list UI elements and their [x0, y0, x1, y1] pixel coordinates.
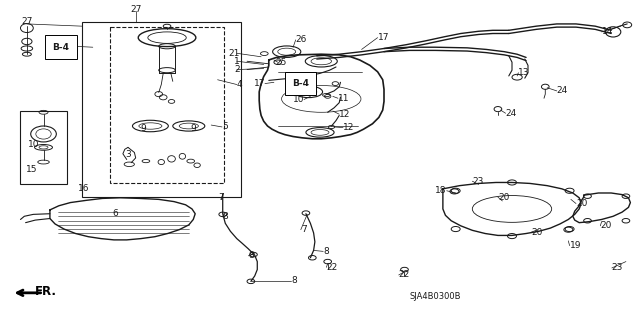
Text: 8: 8	[223, 212, 228, 221]
Text: 20: 20	[576, 199, 588, 208]
Text: 1: 1	[234, 57, 240, 66]
Text: 9: 9	[303, 84, 308, 93]
Bar	[110, 27, 224, 183]
Text: 27: 27	[21, 17, 33, 26]
Bar	[20, 111, 67, 184]
Text: B-4: B-4	[292, 79, 309, 88]
Text: 25: 25	[275, 58, 287, 67]
Text: 14: 14	[602, 27, 613, 36]
Text: 18: 18	[435, 186, 447, 195]
Text: 6: 6	[113, 209, 118, 218]
Text: 17: 17	[253, 79, 265, 88]
Text: FR.: FR.	[35, 285, 57, 298]
Text: 12: 12	[339, 110, 351, 119]
Bar	[82, 22, 241, 197]
Text: 22: 22	[326, 263, 338, 272]
Text: 26: 26	[296, 35, 307, 44]
Text: 24: 24	[506, 109, 517, 118]
Text: 24: 24	[557, 86, 568, 95]
Text: 7: 7	[301, 225, 307, 234]
Text: 8: 8	[291, 276, 297, 285]
Text: 20: 20	[531, 228, 543, 237]
Text: 2: 2	[234, 65, 240, 74]
Text: 12: 12	[343, 123, 355, 132]
Text: 20: 20	[498, 193, 509, 202]
Text: SJA4B0300B: SJA4B0300B	[410, 292, 461, 301]
Text: 15: 15	[26, 165, 37, 174]
Text: 10: 10	[28, 140, 40, 149]
Text: 19: 19	[570, 241, 581, 250]
Text: 20: 20	[600, 221, 612, 230]
Text: 5: 5	[222, 122, 228, 131]
Text: 17: 17	[378, 33, 389, 42]
Text: 16: 16	[78, 184, 90, 193]
Text: 4: 4	[237, 80, 243, 89]
Text: 22: 22	[399, 271, 410, 279]
Text: 8: 8	[248, 251, 254, 260]
Text: 9: 9	[191, 124, 196, 133]
Text: 8: 8	[323, 247, 329, 256]
Text: 11: 11	[338, 94, 349, 103]
Text: 23: 23	[612, 263, 623, 272]
Text: 13: 13	[518, 68, 530, 77]
Text: 23: 23	[472, 177, 484, 186]
Text: 27: 27	[130, 5, 141, 14]
Text: 3: 3	[125, 150, 131, 159]
Text: 7: 7	[218, 193, 223, 202]
Text: 9: 9	[140, 124, 146, 133]
Text: B-4: B-4	[52, 43, 69, 52]
Text: 10: 10	[292, 95, 304, 104]
Text: 21: 21	[228, 49, 240, 58]
